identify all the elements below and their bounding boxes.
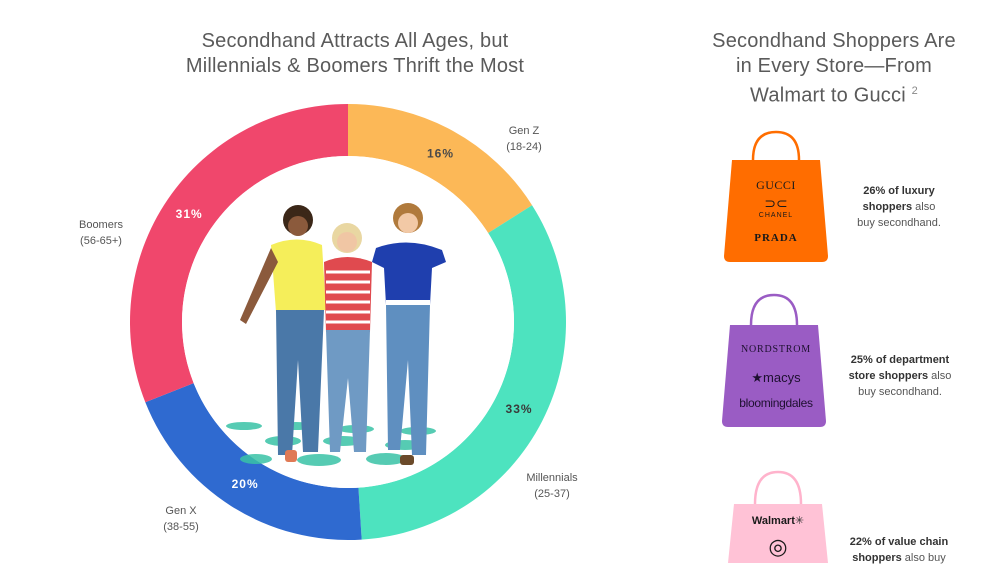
walmart-spark-icon: ✳ <box>794 515 805 527</box>
chart-title-line-1: Secondhand Attracts All Ages, but <box>201 30 509 52</box>
segment-label-millennials: Millennials (25-37) <box>516 470 588 502</box>
right-title-text: Walmart to Gucci <box>750 84 906 107</box>
donut-segment-millennials <box>358 205 566 540</box>
segment-range: (18-24) <box>506 141 542 153</box>
stat-line-3: buy secondhand. <box>857 217 941 229</box>
stat-line-3: buy secondhand. <box>858 386 942 398</box>
chanel-logo-icon: ⊃⊂ <box>764 195 788 211</box>
stat-line-1: 25% of department <box>850 354 950 366</box>
target-logo-icon: ◎ <box>768 534 788 559</box>
segment-name: Boomers <box>78 219 124 231</box>
value-chain-shoppers-stat: 22% of value chain shoppers also buy <box>840 534 958 566</box>
segment-label-gen-z: Gen Z (18-24) <box>494 123 554 155</box>
stat-line-1: 22% of value chain <box>849 536 949 548</box>
right-panel-title: Secondhand Shoppers Are in Every Store—F… <box>690 29 978 109</box>
brand-macys: ★macys <box>751 370 801 385</box>
brand-walmart: Walmart✳ <box>751 515 805 527</box>
department-shoppers-stat: 25% of department store shoppers also bu… <box>838 352 962 400</box>
segment-range: (38-55) <box>163 521 199 533</box>
center-photo <box>182 156 514 488</box>
department-bag-brands: NORDSTROM ★macys bloomingdales <box>720 344 832 420</box>
data-label-gen-x: 20% <box>232 477 259 491</box>
brand-chanel: CHANEL <box>758 212 794 219</box>
brand-nordstrom: NORDSTROM <box>741 344 811 355</box>
stat-line-2: shoppers also buy <box>852 552 946 564</box>
data-label-millennials: 33% <box>506 402 533 416</box>
brand-bloomingdales: bloomingdales <box>739 396 813 410</box>
donut-segment-boomers <box>130 104 348 403</box>
data-label-boomers: 31% <box>176 207 203 221</box>
donut-chart: 16% 33% 20% 31% <box>130 104 566 540</box>
department-store-bag-icon <box>722 293 826 427</box>
donut-segment-gen-z <box>348 104 533 234</box>
segment-label-boomers: Boomers (56-65+) <box>68 217 134 249</box>
data-label-gen-z: 16% <box>427 147 454 161</box>
segment-name: Millennials <box>526 472 578 484</box>
person-striped-top <box>324 223 372 452</box>
stat-line-2: shoppers also <box>862 201 936 213</box>
luxury-bag-brands: GUCCI ⊃⊂ CHANEL PRADA <box>724 176 828 256</box>
segment-range: (25-37) <box>534 488 570 500</box>
stat-line-2: store shoppers also <box>848 370 952 382</box>
right-title-line-3: Walmart to Gucci 2 <box>690 79 978 109</box>
footnote-marker: 2 <box>911 85 918 97</box>
brand-gucci: GUCCI <box>756 178 796 192</box>
stat-line-1: 26% of luxury <box>863 185 935 197</box>
right-title-line-1: Secondhand Shoppers Are <box>712 30 956 52</box>
chart-title-line-2: Millennials & Boomers Thrift the Most <box>185 55 525 77</box>
chart-title: Secondhand Attracts All Ages, but Millen… <box>130 29 580 79</box>
segment-range: (56-65+) <box>80 235 122 247</box>
right-title-line-2: in Every Store—From <box>735 55 933 77</box>
person-blue-top <box>372 203 446 465</box>
segment-label-gen-x: Gen X (38-55) <box>151 503 211 535</box>
brand-prada: PRADA <box>754 232 798 244</box>
value-bag-brands: Walmart✳ ◎ <box>728 512 828 563</box>
luxury-bag-icon <box>724 130 828 262</box>
segment-name: Gen Z <box>508 125 540 137</box>
value-chain-bag-icon <box>728 470 828 563</box>
person-yellow-top <box>240 205 326 462</box>
luxury-shoppers-stat: 26% of luxury shoppers also buy secondha… <box>845 183 953 231</box>
segment-name: Gen X <box>165 505 197 517</box>
